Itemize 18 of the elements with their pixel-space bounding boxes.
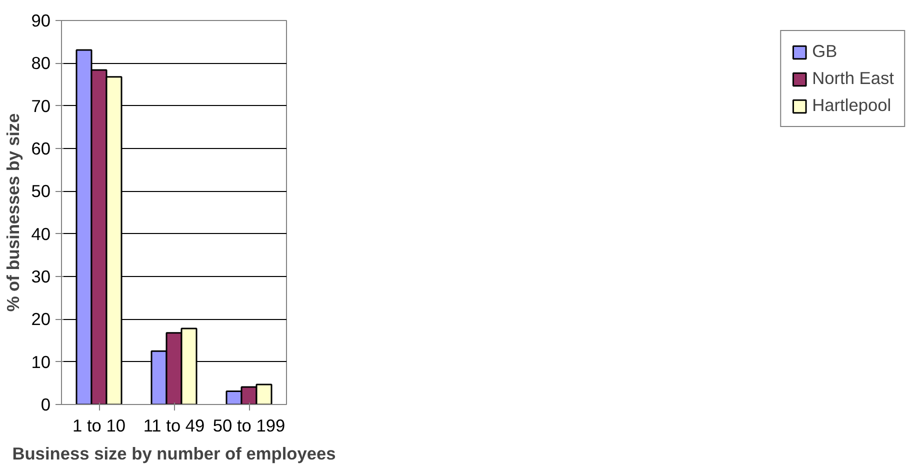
x-tick-label: 50 to 199: [212, 416, 286, 436]
y-tick-label: 0: [40, 394, 51, 414]
y-tick-label: 20: [31, 309, 51, 330]
y-tick-label: 30: [31, 266, 51, 286]
y-tick-label: 80: [31, 53, 51, 74]
y-tick-label: 10: [31, 352, 51, 372]
legend-label: GB: [812, 41, 838, 62]
y-tick-label: 90: [31, 10, 51, 30]
x-tick-label: 1 to 10: [72, 416, 126, 436]
legend-label: North East: [812, 68, 894, 89]
y-axis-title: % of businesses by size: [3, 112, 24, 312]
y-tick-label: 40: [31, 224, 51, 244]
x-axis-title: Business size by number of employees: [12, 444, 336, 464]
y-tick-label: 60: [31, 138, 51, 158]
y-tick-label: 70: [31, 96, 51, 116]
x-tick-label: 11 to 49: [143, 416, 205, 436]
legend-label: Hartlepool: [812, 95, 892, 116]
y-tick-label: 50: [31, 181, 51, 202]
